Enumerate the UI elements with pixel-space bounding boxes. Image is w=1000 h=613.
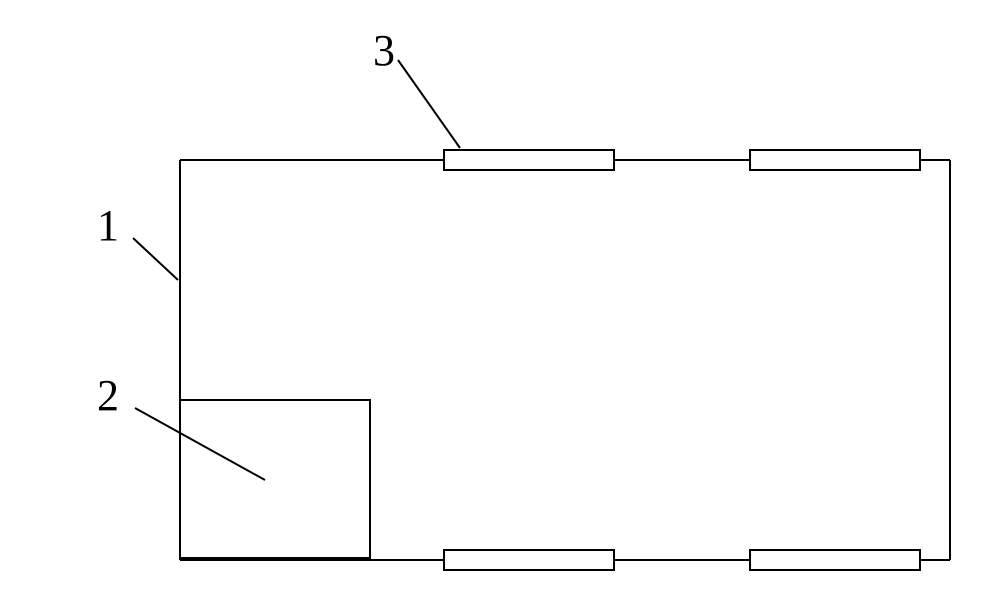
- callout-label-3: 3: [373, 26, 395, 75]
- background: [0, 0, 1000, 613]
- callout-label-2: 2: [97, 371, 119, 420]
- callout-label-1: 1: [97, 201, 119, 250]
- connector-2: [750, 150, 920, 170]
- connector-1: [444, 150, 614, 170]
- connector-3: [444, 550, 614, 570]
- connector-4: [750, 550, 920, 570]
- diagram-canvas: 1 2 3: [0, 0, 1000, 613]
